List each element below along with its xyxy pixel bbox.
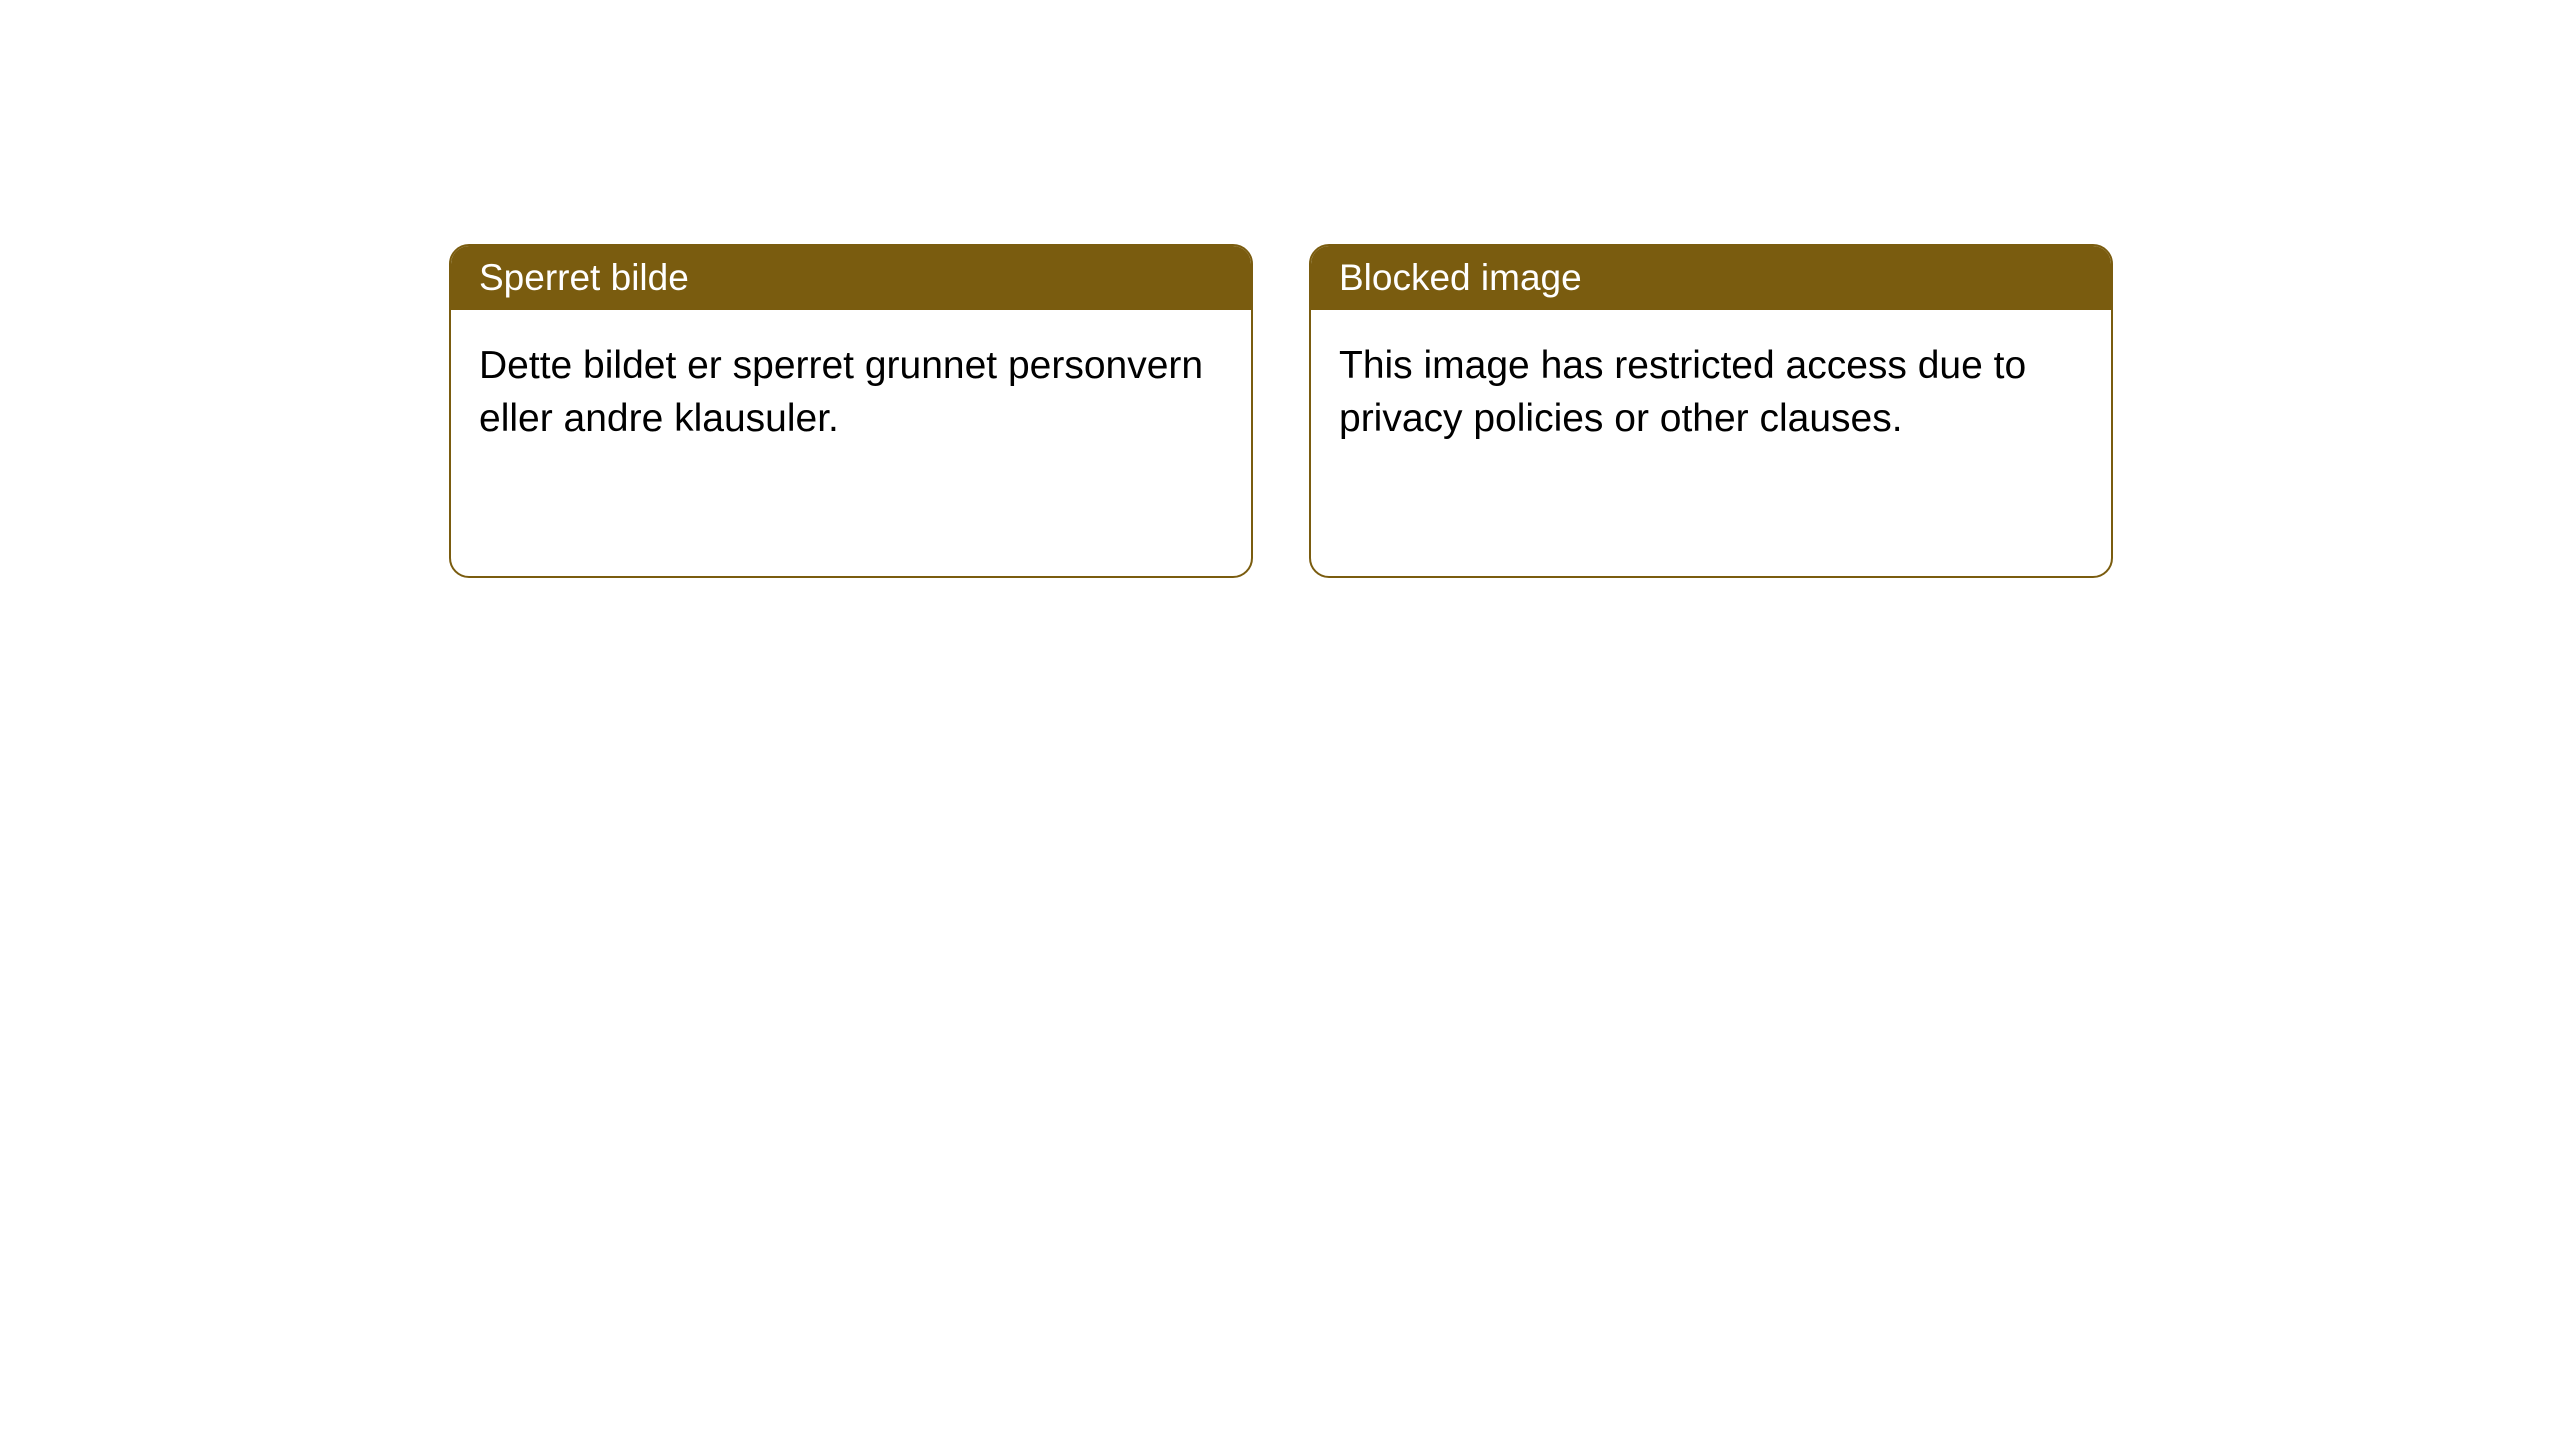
notice-header: Blocked image xyxy=(1311,246,2111,310)
notice-body: Dette bildet er sperret grunnet personve… xyxy=(451,310,1251,475)
notice-box-norwegian: Sperret bilde Dette bildet er sperret gr… xyxy=(449,244,1253,578)
notice-body: This image has restricted access due to … xyxy=(1311,310,2111,475)
notice-header: Sperret bilde xyxy=(451,246,1251,310)
notice-box-english: Blocked image This image has restricted … xyxy=(1309,244,2113,578)
notice-container: Sperret bilde Dette bildet er sperret gr… xyxy=(0,0,2560,578)
